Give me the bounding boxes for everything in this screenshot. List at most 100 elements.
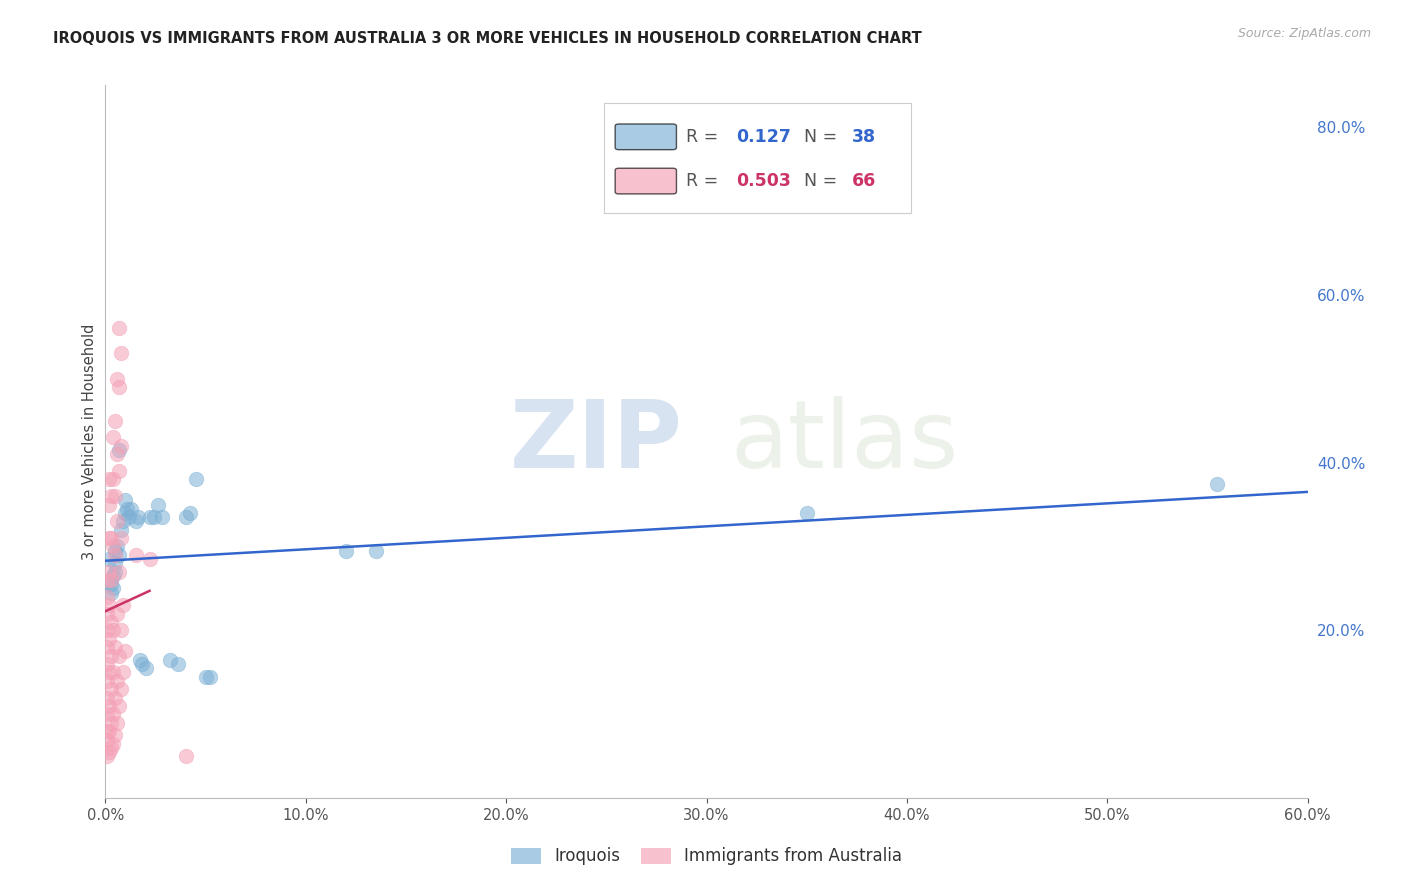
Point (107, 447, 129, 461)
Point (96, 673, 118, 688)
Point (104, 690, 127, 705)
Point (166, 657, 188, 671)
Point (107, 371, 129, 385)
Point (96, 573, 118, 587)
Point (98, 472, 121, 486)
Point (110, 531, 132, 545)
Point (184, 472, 207, 486)
Point (98, 552, 121, 566)
Point (96, 590, 118, 604)
Point (104, 728, 127, 742)
Point (114, 506, 136, 520)
Point (100, 648, 122, 663)
Point (104, 489, 127, 503)
Point (104, 565, 127, 579)
Legend: Iroquois, Immigrants from Australia: Iroquois, Immigrants from Australia (505, 841, 908, 872)
Point (98, 565, 121, 579)
Point (103, 472, 125, 486)
Point (107, 540, 129, 554)
Point (96, 640, 118, 655)
Text: 0.127: 0.127 (737, 128, 792, 145)
FancyBboxPatch shape (616, 124, 676, 150)
Point (110, 523, 132, 537)
Text: 38: 38 (852, 128, 876, 145)
Point (98, 745, 121, 759)
Point (104, 543, 127, 558)
Text: R =: R = (686, 128, 724, 145)
Point (131, 657, 153, 671)
Text: Source: ZipAtlas.com: Source: ZipAtlas.com (1237, 27, 1371, 40)
Point (100, 741, 122, 756)
Point (98, 498, 121, 512)
Point (108, 548, 131, 562)
Point (98, 632, 121, 646)
Point (114, 493, 136, 508)
Point (98, 531, 121, 545)
Point (98, 599, 121, 613)
Point (335, 543, 357, 558)
Point (142, 510, 165, 524)
Point (100, 715, 122, 730)
Point (104, 640, 127, 655)
Point (100, 489, 122, 503)
Point (128, 653, 150, 667)
Point (104, 413, 127, 427)
Point (108, 380, 131, 394)
Text: N =: N = (804, 172, 842, 190)
Point (150, 510, 173, 524)
Point (100, 615, 122, 629)
Point (110, 346, 132, 360)
Point (96, 657, 118, 671)
Text: R =: R = (686, 172, 724, 190)
Point (96, 749, 118, 764)
Point (107, 673, 129, 688)
Point (103, 569, 125, 583)
Point (124, 548, 146, 562)
Point (174, 749, 197, 764)
Point (110, 624, 132, 638)
Point (118, 510, 141, 524)
Text: 66: 66 (852, 172, 876, 190)
Point (108, 648, 131, 663)
Point (114, 644, 136, 658)
Point (103, 665, 125, 680)
Text: IROQUOIS VS IMMIGRANTS FROM AUSTRALIA 3 OR MORE VEHICLES IN HOUSEHOLD CORRELATIO: IROQUOIS VS IMMIGRANTS FROM AUSTRALIA 3 … (53, 31, 922, 46)
Point (100, 531, 122, 545)
Point (107, 715, 129, 730)
Point (103, 707, 125, 722)
Text: 0.503: 0.503 (737, 172, 792, 190)
Point (127, 510, 149, 524)
Point (112, 514, 135, 528)
Point (100, 585, 122, 599)
Point (98, 665, 121, 680)
Point (96, 607, 118, 621)
Point (108, 442, 131, 457)
Point (100, 682, 122, 697)
Text: ZIP: ZIP (509, 395, 682, 488)
Y-axis label: 3 or more Vehicles in Household: 3 or more Vehicles in Household (82, 324, 97, 559)
FancyBboxPatch shape (605, 103, 911, 213)
Point (1206, 476, 1229, 491)
Point (108, 321, 131, 335)
Point (108, 565, 131, 579)
Point (100, 573, 122, 587)
Point (96, 707, 118, 722)
Point (98, 698, 121, 713)
Point (107, 607, 129, 621)
Point (104, 548, 127, 562)
FancyBboxPatch shape (616, 169, 676, 194)
Point (198, 670, 221, 684)
Text: N =: N = (804, 128, 842, 145)
Point (135, 661, 157, 675)
Point (98, 724, 121, 739)
Point (138, 510, 160, 524)
Point (110, 682, 132, 697)
Point (146, 498, 169, 512)
Point (108, 464, 131, 478)
Point (179, 506, 201, 520)
Point (103, 430, 125, 444)
Point (796, 506, 818, 520)
Point (112, 665, 135, 680)
Point (159, 653, 181, 667)
Point (104, 556, 127, 570)
